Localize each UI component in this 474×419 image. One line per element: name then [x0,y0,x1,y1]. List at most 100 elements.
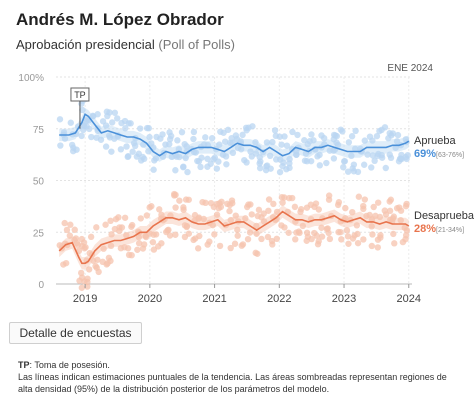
poll-point-approve [73,146,80,153]
poll-point-disapprove [260,218,268,225]
poll-point-approve [106,109,113,116]
poll-point-approve [330,155,338,162]
poll-point-approve [204,155,211,163]
poll-point-disapprove [265,196,273,203]
poll-point-approve [308,131,315,138]
x-tick-label: 2021 [202,293,226,305]
y-tick-label: 100% [18,73,44,84]
poll-point-approve [382,164,389,172]
poll-point-disapprove [377,231,384,239]
x-tick-label: 2019 [73,293,97,305]
poll-point-disapprove [232,212,239,219]
poll-point-approve [301,137,308,144]
poll-point-approve [79,106,86,114]
poll-point-approve [286,164,293,172]
poll-point-approve [381,124,389,131]
poll-point-approve [402,153,409,161]
poll-point-approve [306,138,313,145]
poll-point-disapprove [269,241,276,248]
poll-point-disapprove [354,239,362,247]
poll-point-approve [392,144,399,151]
poll-point-disapprove [224,200,231,208]
poll-point-disapprove [273,235,280,243]
poll-point-approve [364,151,371,158]
poll-point-disapprove [338,236,345,243]
poll-point-approve [61,135,69,142]
poll-point-disapprove [128,252,135,259]
poll-point-disapprove [93,224,100,231]
poll-point-approve [266,152,274,160]
poll-point-approve [221,138,229,145]
poll-point-disapprove [121,214,129,221]
poll-point-disapprove [403,227,411,234]
poll-point-approve [394,131,402,139]
poll-point-disapprove [281,194,288,201]
poll-point-approve [190,135,197,143]
poll-point-approve [172,167,179,174]
poll-point-disapprove [318,233,326,240]
poll-point-approve [129,148,136,155]
poll-point-approve [280,159,287,166]
poll-point-approve [108,148,115,155]
poll-point-disapprove [134,246,141,253]
poll-point-approve [350,161,358,168]
poll-point-approve [176,153,183,161]
poll-point-approve [340,163,347,171]
poll-point-approve [348,133,356,140]
poll-point-approve [276,133,283,140]
poll-point-approve [271,127,279,134]
tp-marker-label: TP [74,90,86,100]
poll-point-disapprove [87,233,95,241]
poll-point-disapprove [360,236,367,243]
poll-point-approve [243,127,250,134]
poll-point-disapprove [135,233,143,241]
poll-point-disapprove [390,230,397,238]
poll-point-approve [263,139,271,146]
poll-point-disapprove [107,217,114,225]
poll-point-approve [93,134,100,141]
poll-point-disapprove [196,232,203,240]
poll-point-disapprove [84,283,91,290]
poll-point-approve [360,161,368,168]
poll-point-disapprove [345,240,352,247]
poll-point-disapprove [123,232,130,239]
poll-point-disapprove [402,202,410,210]
poll-point-approve [166,140,173,148]
poll-point-disapprove [313,232,320,239]
poll-point-disapprove [292,236,299,243]
poll-point-disapprove [386,207,394,215]
poll-point-disapprove [73,239,81,247]
poll-point-disapprove [239,241,247,248]
poll-points [56,93,411,291]
y-tick-label: 0 [38,280,44,291]
grid-lines [56,76,412,285]
poll-point-disapprove [67,221,74,228]
poll-point-approve [366,133,374,140]
poll-point-disapprove [312,200,320,207]
poll-point-approve [361,137,368,144]
poll-detail-button[interactable]: Detalle de encuestas [9,322,142,344]
poll-point-disapprove [258,235,265,243]
poll-point-disapprove [139,245,147,252]
x-tick-label: 2024 [397,293,421,305]
poll-point-disapprove [260,210,267,217]
poll-point-disapprove [242,215,249,222]
poll-point-disapprove [253,230,260,237]
poll-point-approve [283,142,291,149]
poll-point-disapprove [211,231,218,238]
note-tp: TP: Toma de posesión. [18,359,458,371]
poll-point-approve [248,153,255,160]
poll-point-disapprove [94,256,101,263]
label-approve-range: [63-76%] [436,152,464,159]
poll-point-approve [249,123,256,130]
poll-point-disapprove [273,208,281,216]
poll-point-approve [323,159,330,167]
poll-point-disapprove [200,215,207,223]
poll-point-disapprove [355,193,363,200]
poll-point-disapprove [248,211,255,218]
poll-point-disapprove [194,245,202,252]
poll-point-disapprove [202,199,209,207]
poll-point-disapprove [369,231,376,238]
poll-point-approve [190,128,198,136]
poll-point-approve [215,158,222,165]
